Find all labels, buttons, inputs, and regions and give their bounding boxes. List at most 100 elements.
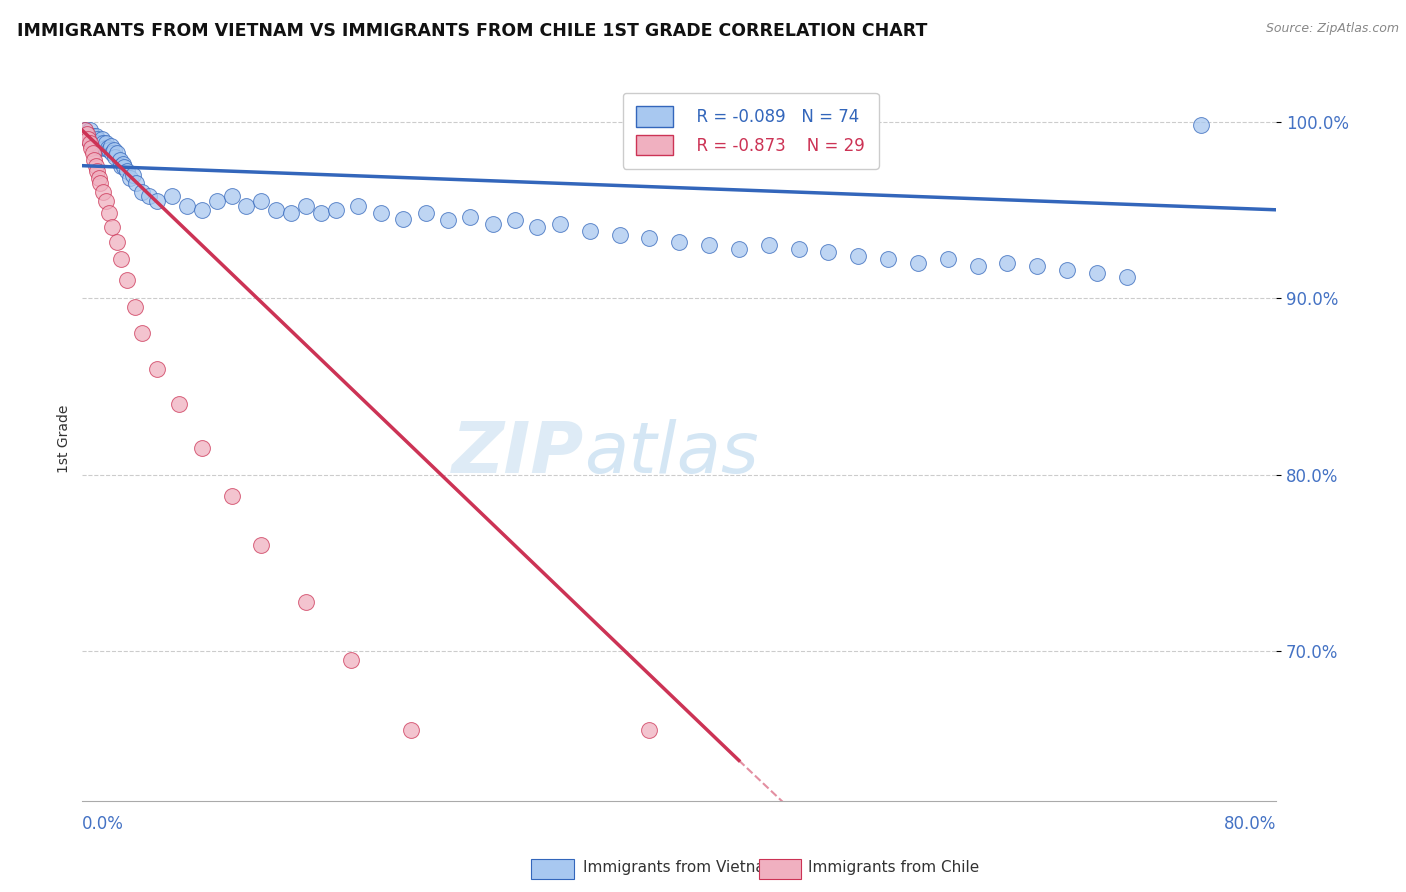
Point (697, 238, 720, 252)
Point (104, 150, 127, 164)
Point (266, 202, 288, 217)
Point (190, 441, 212, 455)
Point (1085, 266, 1108, 280)
Point (101, 220, 124, 235)
Point (84, 159, 107, 173)
Point (138, 188, 160, 202)
Text: Source: ZipAtlas.com: Source: ZipAtlas.com (1265, 22, 1399, 36)
Point (110, 159, 132, 173)
Point (110, 252, 132, 267)
Point (578, 224, 600, 238)
Point (96, 136, 118, 150)
Point (122, 168, 145, 182)
Point (370, 206, 392, 220)
Point (846, 249, 869, 263)
Point (221, 188, 243, 202)
Point (169, 397, 191, 411)
Point (79, 136, 101, 150)
Point (80, 141, 103, 155)
Point (115, 164, 138, 178)
Y-axis label: 1st Grade: 1st Grade (58, 405, 72, 474)
Point (295, 594, 318, 608)
Point (728, 242, 751, 256)
Text: ZIP: ZIP (451, 419, 583, 488)
Point (131, 185, 153, 199)
Point (98, 143, 121, 157)
Point (609, 227, 631, 242)
Legend:   R = -0.089   N = 74,   R = -0.873    N = 29: R = -0.089 N = 74, R = -0.873 N = 29 (623, 93, 879, 169)
Point (503, 213, 526, 227)
Point (131, 326, 153, 341)
Point (83, 136, 105, 150)
Point (250, 194, 273, 208)
Point (108, 153, 131, 168)
Point (96, 194, 118, 208)
Point (115, 273, 138, 287)
Point (877, 252, 900, 267)
Point (415, 206, 437, 220)
Point (89, 177, 111, 191)
Point (103, 143, 125, 157)
Point (309, 206, 332, 220)
Point (93, 141, 115, 155)
Text: 80.0%: 80.0% (1223, 815, 1277, 833)
Point (221, 489, 243, 503)
Point (77, 132, 100, 146)
Point (250, 538, 273, 552)
Point (758, 238, 780, 252)
Point (437, 213, 460, 227)
Point (86, 164, 108, 178)
Point (787, 242, 810, 256)
Point (76, 127, 98, 141)
Point (325, 202, 347, 217)
Point (907, 256, 929, 270)
Point (101, 146, 124, 161)
Point (91, 185, 114, 199)
Point (936, 252, 959, 267)
Text: atlas: atlas (583, 419, 758, 488)
Point (481, 217, 503, 231)
Point (1056, 262, 1078, 277)
Point (82, 128, 104, 143)
Point (295, 199, 318, 213)
Point (125, 177, 148, 191)
Point (97, 141, 120, 155)
Point (458, 210, 481, 224)
Point (118, 171, 141, 186)
Point (124, 300, 146, 314)
Point (340, 653, 363, 667)
Point (280, 206, 302, 220)
Point (87, 136, 110, 150)
Text: 0.0%: 0.0% (83, 815, 124, 833)
Point (176, 199, 198, 213)
Point (77, 132, 100, 146)
Point (75, 123, 97, 137)
Point (1026, 260, 1049, 274)
Point (83, 153, 105, 168)
Point (111, 157, 134, 171)
Point (82, 146, 104, 161)
Point (548, 217, 571, 231)
Point (90, 132, 112, 146)
Text: Immigrants from Vietnam: Immigrants from Vietnam (583, 860, 780, 874)
Point (160, 188, 183, 202)
Point (817, 245, 839, 260)
Point (91, 136, 114, 150)
Point (89, 141, 111, 155)
Point (105, 146, 128, 161)
Point (205, 194, 228, 208)
Point (392, 211, 415, 226)
Text: IMMIGRANTS FROM VIETNAM VS IMMIGRANTS FROM CHILE 1ST GRADE CORRELATION CHART: IMMIGRANTS FROM VIETNAM VS IMMIGRANTS FR… (17, 22, 927, 40)
Point (86, 132, 108, 146)
Point (526, 220, 548, 235)
Point (87, 171, 110, 186)
Point (80, 132, 103, 146)
Point (966, 260, 988, 274)
Text: Immigrants from Chile: Immigrants from Chile (808, 860, 980, 874)
Point (105, 235, 128, 249)
Point (997, 256, 1019, 270)
Point (1191, 118, 1213, 132)
Point (146, 194, 169, 208)
Point (668, 235, 690, 249)
Point (347, 199, 370, 213)
